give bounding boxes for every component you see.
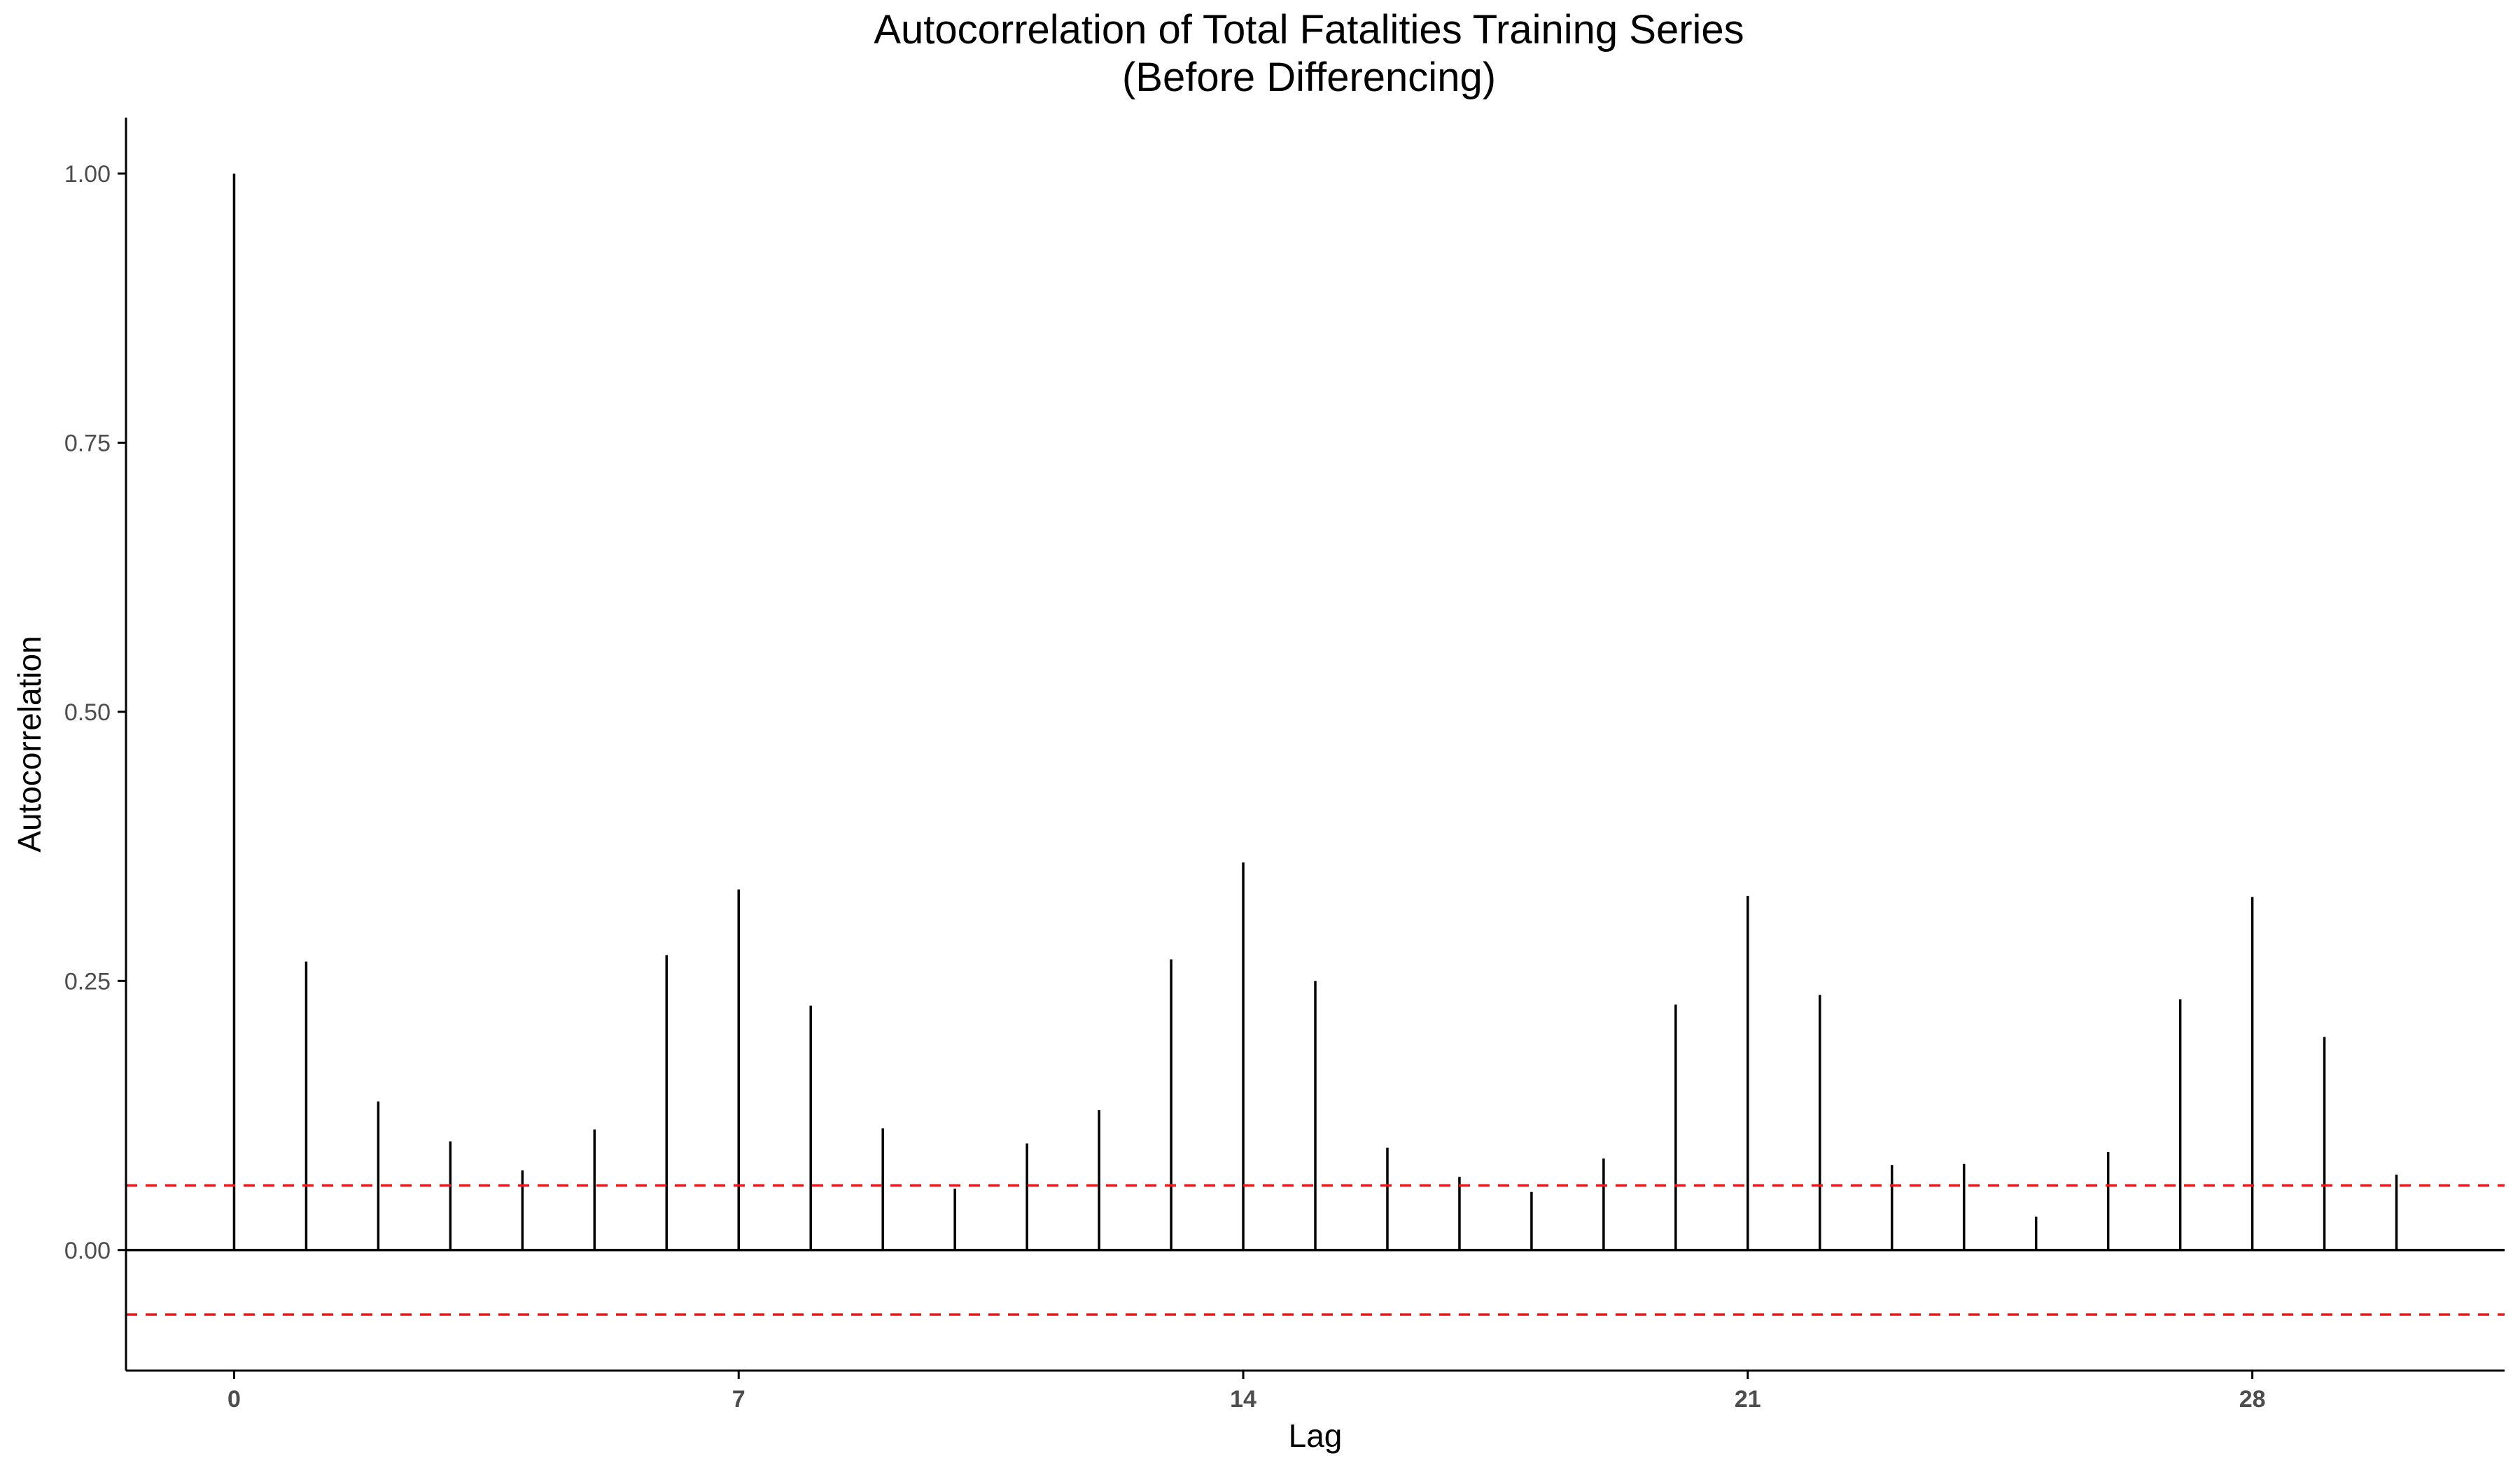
y-tick-label: 0.75	[64, 430, 111, 456]
y-tick-label: 0.50	[64, 699, 111, 726]
x-tick-label: 21	[1735, 1386, 1761, 1413]
x-tick-label: 14	[1230, 1386, 1256, 1413]
y-tick-label: 1.00	[64, 161, 111, 188]
y-tick-label: 0.00	[64, 1238, 111, 1264]
x-axis-ticks: 0 7 14 21 28	[227, 1371, 2266, 1413]
x-tick-label: 28	[2239, 1386, 2266, 1413]
y-axis-ticks: 0.00 0.25 0.50 0.75 1.00	[64, 161, 126, 1264]
chart-title-line2: (Before Differencing)	[1122, 55, 1496, 100]
x-axis-title: Lag	[1289, 1418, 1343, 1454]
reference-lines	[126, 1184, 2505, 1316]
x-tick-label: 0	[227, 1386, 241, 1413]
y-axis-title: Autocorrelation	[11, 636, 48, 852]
acf-bars	[232, 173, 2398, 1250]
chart-title-line1: Autocorrelation of Total Fatalities Trai…	[874, 7, 1744, 52]
y-tick-label: 0.25	[64, 968, 111, 995]
x-tick-label: 7	[732, 1386, 746, 1413]
